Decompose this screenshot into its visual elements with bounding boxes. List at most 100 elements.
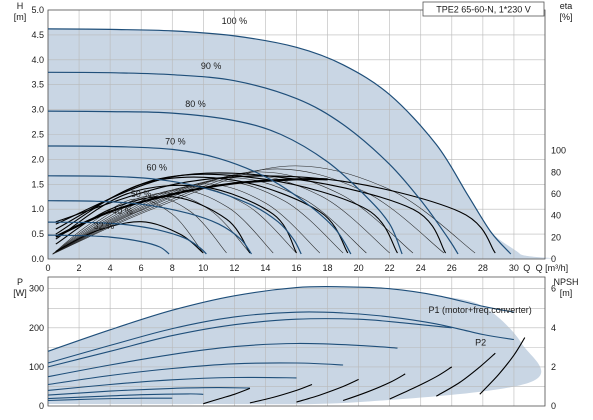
npsh-axis-label: NPSH <box>553 277 578 287</box>
head-curve <box>47 221 207 255</box>
eta-curve <box>55 184 297 254</box>
npsh-axis-unit: [m] <box>560 288 573 298</box>
x-tick-label: 24 <box>416 263 426 273</box>
head-curve <box>47 234 170 255</box>
npsh-curve <box>389 366 453 400</box>
y-tick-label: 3.5 <box>31 80 44 90</box>
x-tick-label: 6 <box>139 263 144 273</box>
power-curve <box>47 342 398 378</box>
p-tick-label: 300 <box>29 284 44 294</box>
head-curve-label: 80 % <box>185 99 206 109</box>
y2-tick-label: 100 <box>551 146 566 156</box>
p-axis-label: P <box>17 277 23 287</box>
x-tick-label: 20 <box>354 263 364 273</box>
npsh-curve <box>342 373 406 402</box>
head-curve <box>47 28 512 255</box>
eta-curves <box>55 172 496 254</box>
x-tick-label: 28 <box>478 263 488 273</box>
top-ticks: 0 2 4 6 8 10 12 14 16 18 20 22 24 26 28 30 Q Q [m³/h]0.00… <box>14 1 573 273</box>
y2-tick-label: 60 <box>551 189 561 199</box>
power-curve <box>47 318 452 368</box>
x-tick-label: 30 <box>509 263 519 273</box>
eta-fan-line <box>52 165 476 255</box>
head-curves: 100 % 90 % 80 % 70 % 60 % 50 % 40 % 32 % <box>47 16 512 255</box>
npsh-curve <box>203 387 251 405</box>
eta-curve <box>55 172 447 254</box>
x-tick-label: 0 <box>45 263 50 273</box>
curve-annotation: P1 (motor+freq.converter) <box>429 305 532 315</box>
npsh-curve <box>249 383 313 404</box>
y-tick-label: 3.0 <box>31 105 44 115</box>
y-axis-label: H <box>17 1 24 11</box>
bottom-ticks: 0 100 200 300 0 2 4 6 P[W] NPSH[m] <box>13 277 578 411</box>
head-curve <box>47 200 252 255</box>
p-tick-label: 100 <box>29 362 44 372</box>
power-curve <box>47 376 297 391</box>
y-tick-label: 1.5 <box>31 179 44 189</box>
power-curve <box>47 286 515 352</box>
power-curve <box>47 362 344 386</box>
npsh-curve <box>479 337 526 395</box>
power-curve <box>47 387 250 396</box>
y-tick-label: 2.5 <box>31 130 44 140</box>
y2-axis-unit: [%] <box>559 12 572 22</box>
y-tick-label: 4.5 <box>31 30 44 40</box>
best-efficiency-line <box>55 177 328 238</box>
x-tick-label: 14 <box>260 263 270 273</box>
npsh-curve <box>296 378 359 403</box>
head-curve-label: 100 % <box>222 16 248 26</box>
p-tick-label: 0 <box>39 401 44 411</box>
head-curve <box>47 71 459 255</box>
power-curve <box>47 393 204 400</box>
y-tick-label: 0.5 <box>31 229 44 239</box>
x-tick-label: 8 <box>170 263 175 273</box>
head-curve-label: 60 % <box>146 162 167 172</box>
npsh-curve <box>436 352 496 397</box>
y-tick-label: 1.0 <box>31 204 44 214</box>
curve-annotation: P2 <box>475 337 486 347</box>
x-tick-label: 4 <box>108 263 113 273</box>
x-tick-label: 22 <box>385 263 395 273</box>
npsh-tick-label: 2 <box>551 362 556 372</box>
power-curve <box>47 311 514 364</box>
npsh-curves <box>203 337 526 405</box>
head-efficiency-panel: 100 %90 %80 %70 %60 %50 %40 %32 %0 2 4 6 8 10… <box>14 1 573 273</box>
plot-frame-bottom <box>47 276 546 407</box>
head-curve <box>47 145 352 255</box>
head-curve-label: 90 % <box>201 61 222 71</box>
y2-tick-label: 80 <box>551 167 561 177</box>
y-tick-label: 2.0 <box>31 154 44 164</box>
y-tick-label: 5.0 <box>31 5 44 15</box>
p-axis-unit: [W] <box>13 288 27 298</box>
y2-axis-label: eta <box>560 1 573 11</box>
power-curve <box>47 397 173 402</box>
y2-tick-label: 0 <box>551 254 556 264</box>
title-box <box>422 1 545 17</box>
p-tick-label: 200 <box>29 323 44 333</box>
x-axis-end-label: Q <box>523 263 530 273</box>
x-tick-label: 12 <box>229 263 239 273</box>
plot-frame-top <box>47 9 546 260</box>
x-tick-label: 26 <box>447 263 457 273</box>
head-curve <box>47 175 302 255</box>
y-tick-label: 4.0 <box>31 55 44 65</box>
x-tick-label: 2 <box>77 263 82 273</box>
power-npsh-panel: 0 100 200 300 0 2 4 6 P[W] NPSH[m] P1 (motor+freq.… <box>13 276 579 411</box>
chart-title: TPE2 65-60-N, 1*230 V <box>436 5 531 15</box>
y-axis-unit: [m] <box>14 12 27 22</box>
npsh-tick-label: 0 <box>551 401 556 411</box>
npsh-tick-label: 6 <box>551 284 556 294</box>
head-curve-label: 40 % <box>112 206 133 216</box>
eta-fan-line <box>52 195 227 255</box>
npsh-tick-label: 4 <box>551 323 556 333</box>
x-tick-label: 18 <box>323 263 333 273</box>
power-curves <box>47 286 515 402</box>
y2-tick-label: 40 <box>551 211 561 221</box>
y2-tick-label: 20 <box>551 232 561 242</box>
x-axis-label: Q [m³/h] <box>536 263 569 273</box>
head-curve-label: 32 % <box>94 221 115 231</box>
head-curve <box>47 110 403 255</box>
head-curve-label: 50 % <box>131 189 152 199</box>
